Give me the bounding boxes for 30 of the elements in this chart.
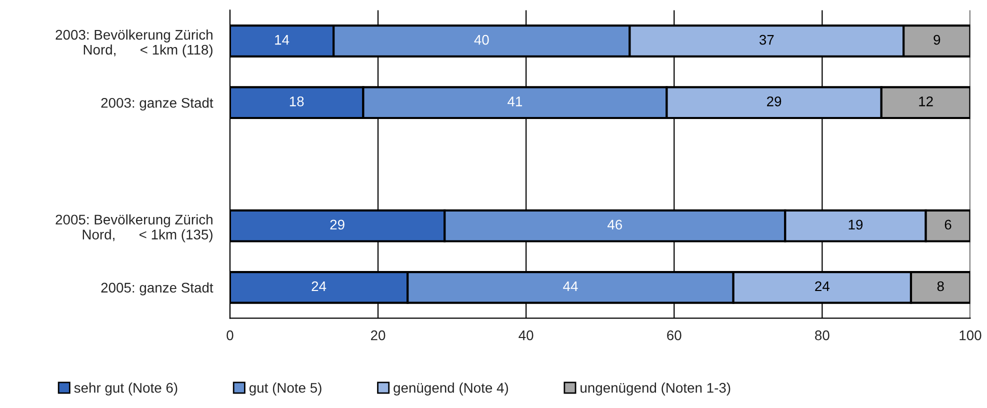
y-tick-label: 2005: ganze Stadt bbox=[101, 282, 214, 296]
y-tick-label: 2003: ganze Stadt bbox=[101, 98, 214, 111]
data-label: 29 bbox=[767, 96, 782, 106]
y-tick-label: 2005: Bevölkerung Zürich Nord, < 1km (135) bbox=[56, 214, 212, 242]
x-tick-label: 40 bbox=[518, 330, 534, 340]
data-label: 40 bbox=[474, 34, 489, 45]
x-tick-label: 60 bbox=[667, 330, 682, 340]
data-label: 41 bbox=[508, 96, 522, 106]
x-tick-label: 100 bbox=[960, 330, 982, 340]
legend-label: genügend (Note 4) bbox=[394, 382, 508, 396]
data-label: 29 bbox=[330, 220, 344, 230]
data-label: 37 bbox=[759, 34, 774, 45]
data-label: 46 bbox=[607, 220, 622, 230]
data-label: 8 bbox=[937, 281, 944, 292]
legend-label: ungenügend (Noten 1-3) bbox=[580, 382, 730, 396]
x-tick-label: 20 bbox=[370, 330, 386, 340]
data-label: 19 bbox=[848, 220, 863, 230]
data-label: 44 bbox=[563, 281, 578, 292]
data-label: 18 bbox=[290, 96, 304, 106]
data-label: 9 bbox=[934, 34, 940, 45]
data-label: 6 bbox=[944, 220, 952, 230]
x-tick-label: 80 bbox=[815, 330, 830, 340]
data-label: 14 bbox=[275, 35, 290, 45]
y-tick-label: 2003: Bevölkerung Zürich Nord, < 1km (118) bbox=[56, 30, 212, 58]
data-label: 24 bbox=[312, 281, 326, 292]
legend-label: gut (Note 5) bbox=[249, 382, 322, 396]
data-label: 12 bbox=[919, 96, 933, 106]
legend-label: sehr gut (Note 6) bbox=[74, 382, 178, 396]
x-tick-label: 0 bbox=[226, 330, 234, 340]
data-label: 24 bbox=[815, 281, 830, 292]
